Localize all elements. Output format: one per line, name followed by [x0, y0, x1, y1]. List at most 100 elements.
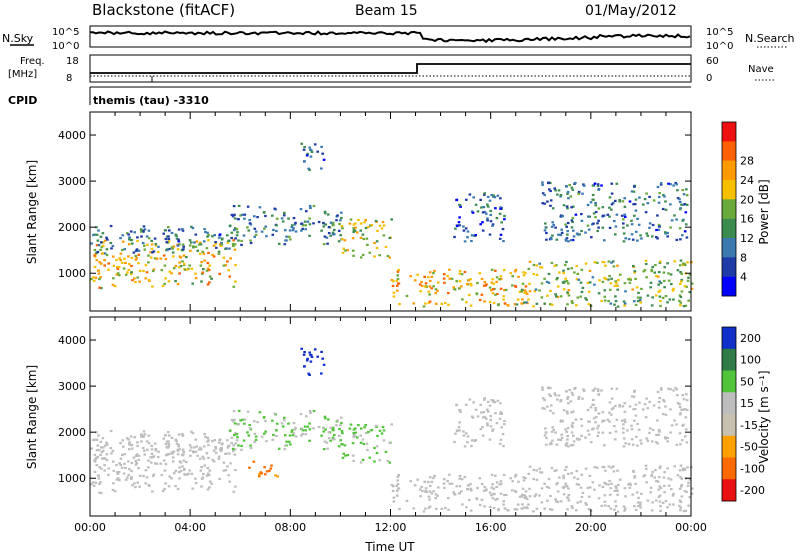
range-cell	[283, 214, 286, 217]
range-cell	[233, 213, 236, 216]
range-cell	[326, 447, 329, 450]
range-cell	[213, 439, 216, 442]
range-cell	[92, 484, 96, 487]
range-cell	[596, 389, 600, 393]
range-cell	[591, 276, 595, 279]
range-cell	[492, 282, 496, 285]
range-cell	[232, 444, 235, 447]
range-cell	[446, 274, 449, 278]
range-cell	[231, 447, 235, 450]
range-cell	[672, 287, 675, 290]
range-cell	[576, 296, 580, 299]
range-cell	[657, 228, 661, 231]
range-cell	[642, 475, 646, 478]
range-cell	[600, 184, 603, 187]
range-cell	[584, 231, 587, 234]
range-cell	[210, 277, 213, 280]
range-cell	[246, 410, 250, 413]
range-cell	[260, 230, 264, 233]
range-cell	[145, 476, 149, 479]
range-cell	[564, 223, 567, 226]
range-cell	[673, 214, 676, 217]
range-cell	[521, 282, 525, 285]
range-cell	[367, 226, 370, 229]
range-cell	[269, 467, 273, 470]
range-cell	[234, 485, 237, 488]
range-cell	[575, 278, 579, 281]
range-cell	[567, 267, 570, 270]
range-cell	[364, 219, 367, 222]
range-cell	[651, 470, 654, 474]
range-cell	[210, 482, 213, 485]
range-cell	[172, 460, 175, 463]
range-cell	[398, 303, 401, 306]
range-cell	[442, 277, 446, 280]
range-cell	[309, 155, 313, 158]
range-cell	[604, 264, 607, 267]
range-cell	[485, 488, 488, 491]
range-cell	[240, 213, 244, 216]
range-cell	[239, 419, 242, 422]
range-cell	[591, 198, 594, 201]
range-cell	[233, 229, 236, 232]
range-cell	[218, 233, 222, 236]
range-cell	[494, 269, 497, 272]
range-cell	[100, 451, 104, 454]
range-cell	[544, 222, 547, 225]
range-cell	[523, 291, 526, 294]
range-cell	[472, 196, 475, 199]
range-cell	[468, 398, 472, 401]
range-cell	[610, 261, 613, 264]
range-cell	[147, 254, 150, 257]
range-cell	[206, 466, 210, 470]
range-cell	[218, 477, 221, 480]
range-cell	[308, 146, 311, 149]
range-cell	[361, 438, 365, 441]
range-cell	[301, 429, 305, 432]
range-cell	[229, 257, 232, 260]
range-cell	[622, 427, 625, 430]
range-cell	[658, 192, 661, 195]
range-cell	[618, 199, 621, 202]
range-cell	[549, 199, 553, 202]
range-cell	[646, 202, 650, 205]
range-cell	[502, 503, 505, 506]
range-cell	[458, 224, 461, 227]
range-cell	[168, 270, 171, 273]
range-cell	[486, 424, 489, 427]
range-cell	[664, 231, 667, 234]
range-cell	[522, 476, 525, 479]
range-cell	[136, 236, 139, 239]
range-cell	[235, 439, 239, 442]
range-cell	[559, 195, 562, 198]
range-cell	[580, 268, 584, 271]
range-cell	[628, 200, 632, 203]
range-cell	[222, 256, 226, 259]
range-cell	[365, 237, 369, 240]
range-cell	[172, 245, 176, 248]
range-cell	[503, 494, 506, 497]
range-cell	[324, 428, 327, 431]
range-cell	[650, 268, 654, 271]
range-cell	[110, 247, 113, 250]
range-cell	[556, 295, 560, 299]
range-cell	[235, 234, 239, 237]
range-cell	[596, 466, 599, 469]
range-cell	[462, 430, 465, 433]
range-cell	[550, 430, 554, 433]
range-cell	[546, 200, 549, 203]
range-cell	[570, 472, 573, 475]
range-cell	[458, 287, 461, 290]
range-cell	[645, 232, 648, 235]
range-cell	[299, 208, 303, 211]
range-cell	[676, 474, 680, 477]
range-cell	[669, 478, 673, 481]
range-cell	[130, 447, 134, 450]
range-cell	[458, 216, 461, 219]
range-cell	[202, 473, 205, 476]
range-cell	[651, 428, 655, 432]
range-cell	[480, 498, 484, 501]
range-cell	[205, 452, 209, 455]
range-cell	[464, 432, 468, 435]
range-cell	[572, 440, 576, 443]
